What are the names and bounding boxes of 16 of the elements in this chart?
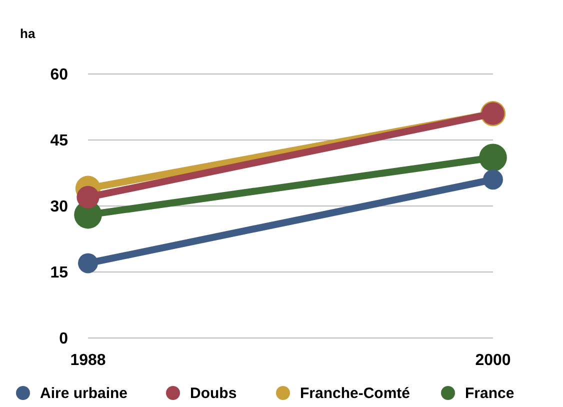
point xyxy=(78,253,98,274)
y-tick-label: 30 xyxy=(50,198,68,216)
point xyxy=(479,144,507,172)
x-tick-label: 1988 xyxy=(70,352,106,369)
y-tick-label: 15 xyxy=(50,264,68,282)
legend-label: Doubs xyxy=(190,385,237,402)
legend-label: Franche-Comté xyxy=(300,385,410,402)
y-tick-label: 0 xyxy=(59,330,68,348)
point xyxy=(483,170,503,190)
point xyxy=(76,186,100,208)
y-tick-label: 45 xyxy=(50,132,68,150)
y-tick-label: 60 xyxy=(50,66,68,84)
y-axis-title: ha xyxy=(20,26,36,41)
legend-label: Aire urbaine xyxy=(40,385,128,402)
legend-label: France xyxy=(465,385,514,402)
x-tick-label: 2000 xyxy=(475,352,511,369)
